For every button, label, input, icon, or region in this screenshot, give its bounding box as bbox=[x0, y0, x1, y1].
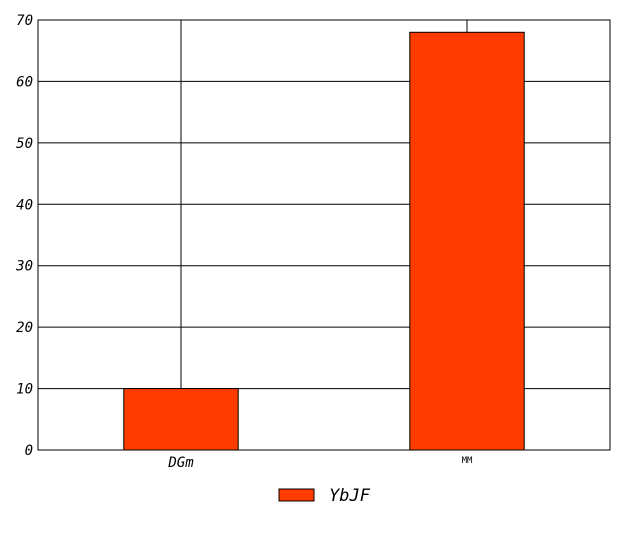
x-axis-ticks: DGm MM bbox=[167, 455, 473, 471]
y-tick-label: 20 bbox=[16, 320, 33, 336]
y-tick-label: 70 bbox=[16, 13, 33, 29]
bars bbox=[123, 31, 525, 451]
y-tick-label: 0 bbox=[25, 443, 33, 459]
y-tick-label: 30 bbox=[15, 259, 33, 275]
y-tick-label: 50 bbox=[16, 136, 33, 152]
plot-frame bbox=[37, 19, 611, 451]
y-tick-label: 60 bbox=[16, 74, 33, 90]
y-tick-label: 40 bbox=[16, 197, 33, 213]
legend-label: YbJF bbox=[329, 486, 371, 506]
x-tick-label: MM bbox=[462, 456, 473, 466]
bar bbox=[409, 31, 525, 451]
bar bbox=[123, 388, 239, 451]
y-axis-ticks: 0 10 20 30 40 50 60 70 bbox=[15, 13, 33, 459]
y-tick-label: 10 bbox=[16, 382, 33, 398]
x-tick-label: DGm bbox=[167, 455, 194, 471]
legend: YbJF bbox=[278, 486, 371, 506]
legend-swatch bbox=[278, 488, 315, 502]
